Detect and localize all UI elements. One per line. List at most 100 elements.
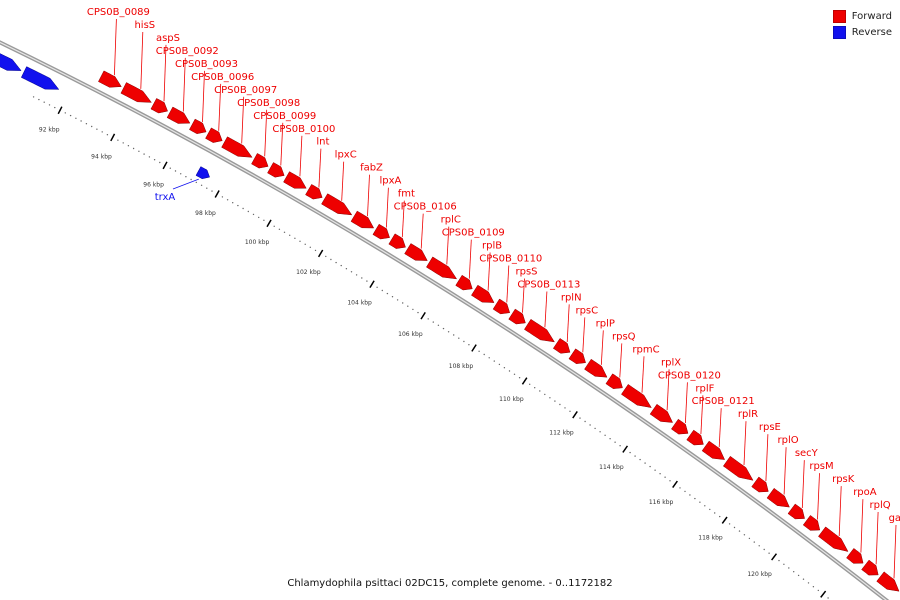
axis-dot <box>609 438 611 440</box>
axis-dot <box>748 537 751 540</box>
forward-gene-leader <box>522 278 525 313</box>
axis-dot <box>554 400 556 402</box>
axis-dot <box>132 147 135 150</box>
axis-dot <box>294 237 296 239</box>
forward-gene-arrow <box>189 118 207 134</box>
forward-gene-arrow <box>802 515 821 531</box>
axis-major-tick <box>521 377 528 385</box>
axis-dot <box>91 125 93 128</box>
axis-dot <box>174 170 177 172</box>
axis-dot <box>289 234 291 236</box>
forward-gene-arrow <box>876 571 900 592</box>
axis-major-tick <box>820 590 827 598</box>
axis-dot <box>402 302 404 304</box>
forward-gene-leader <box>280 122 284 166</box>
axis-dot <box>778 559 780 562</box>
axis-dot <box>350 271 353 273</box>
axis-dot <box>728 523 731 525</box>
forward-gene-leader <box>783 447 787 495</box>
reverse-gene-arrow <box>20 66 60 90</box>
forward-gene-arrow <box>492 298 511 315</box>
forward-gene-label: CPS0B_0100 <box>272 124 335 135</box>
legend-reverse-label: Reverse <box>851 26 892 38</box>
axis-dot <box>529 383 531 385</box>
forward-gene-leader <box>318 148 322 188</box>
forward-gene-arrow <box>283 171 307 189</box>
axis-dot <box>518 377 521 379</box>
axis-dot <box>38 98 40 101</box>
axis-dot <box>75 117 77 120</box>
axis-dot <box>64 112 67 114</box>
axis-dot <box>417 311 419 314</box>
forward-gene-label: rpsM <box>809 461 833 472</box>
axis-dot <box>488 357 490 359</box>
axis-dot <box>258 216 260 219</box>
reverse-gene-arrow <box>0 53 22 71</box>
axis-dot <box>96 128 98 130</box>
axis-dot <box>763 548 765 551</box>
axis-dot <box>689 494 691 496</box>
axis-major-tick <box>369 280 375 289</box>
axis-dot <box>493 360 495 362</box>
axis-tick-label: 100 kbp <box>245 239 270 246</box>
forward-gene-label: aspS <box>156 33 180 44</box>
forward-gene-leader <box>367 174 370 217</box>
forward-gene-leader <box>619 343 623 378</box>
axis-dot <box>200 184 203 186</box>
forward-gene-arrow <box>552 338 571 354</box>
axis-dot <box>340 264 342 267</box>
axis-dot <box>106 134 109 136</box>
forward-gene-leader <box>544 291 548 328</box>
forward-gene-arrow <box>787 503 805 520</box>
forward-gene-leader <box>420 213 424 249</box>
forward-gene-arrow <box>426 256 458 280</box>
axis-dot <box>226 199 229 201</box>
axis-major-tick <box>622 445 629 453</box>
axis-dot <box>345 268 348 270</box>
axis-dot <box>807 582 810 584</box>
axis-dot <box>412 308 414 311</box>
axis-dot <box>468 344 470 346</box>
reverse-swatch <box>832 25 846 39</box>
axis-dot <box>639 458 641 461</box>
axis-dot <box>206 187 208 189</box>
forward-gene-arrow <box>166 106 191 124</box>
axis-dot <box>48 104 51 106</box>
axis-dot <box>812 586 815 588</box>
axis-dot <box>117 139 119 141</box>
axis-dot <box>153 159 156 161</box>
forward-gene-leader <box>241 96 245 144</box>
axis-major-tick <box>721 516 728 524</box>
forward-gene-arrow <box>621 384 652 408</box>
axis-dot <box>559 403 561 406</box>
forward-gene-arrow <box>766 487 790 508</box>
axis-dot <box>273 225 275 227</box>
axis-major-tick <box>771 553 778 561</box>
axis-dot <box>138 150 140 152</box>
axis-dot <box>743 534 746 536</box>
axis-dot <box>503 367 506 369</box>
axis-dot <box>195 181 197 184</box>
axis-dot <box>564 407 566 409</box>
genome-backbone-highlight <box>0 41 887 600</box>
axis-dot <box>437 324 440 326</box>
forward-gene-leader <box>743 421 747 466</box>
axis-dot <box>361 277 363 279</box>
axis-dot <box>407 305 409 307</box>
axis-dot <box>644 462 646 464</box>
axis-dot <box>299 240 301 242</box>
axis-tick-label: 118 kbp <box>698 535 723 542</box>
axis-dot <box>237 204 239 207</box>
reverse-gene-arrow <box>195 166 210 180</box>
forward-gene-label: CPS0B_0096 <box>191 72 254 83</box>
forward-gene-leader <box>140 31 144 89</box>
axis-dot <box>679 487 681 489</box>
forward-gene-leader <box>641 356 645 393</box>
axis-dot <box>758 545 760 547</box>
axis-dot <box>190 178 192 181</box>
axis-dot <box>463 340 465 343</box>
forward-gene-arrow <box>508 308 526 325</box>
forward-gene-arrow <box>649 403 674 423</box>
axis-dot <box>619 445 621 447</box>
axis-major-tick <box>57 106 63 115</box>
